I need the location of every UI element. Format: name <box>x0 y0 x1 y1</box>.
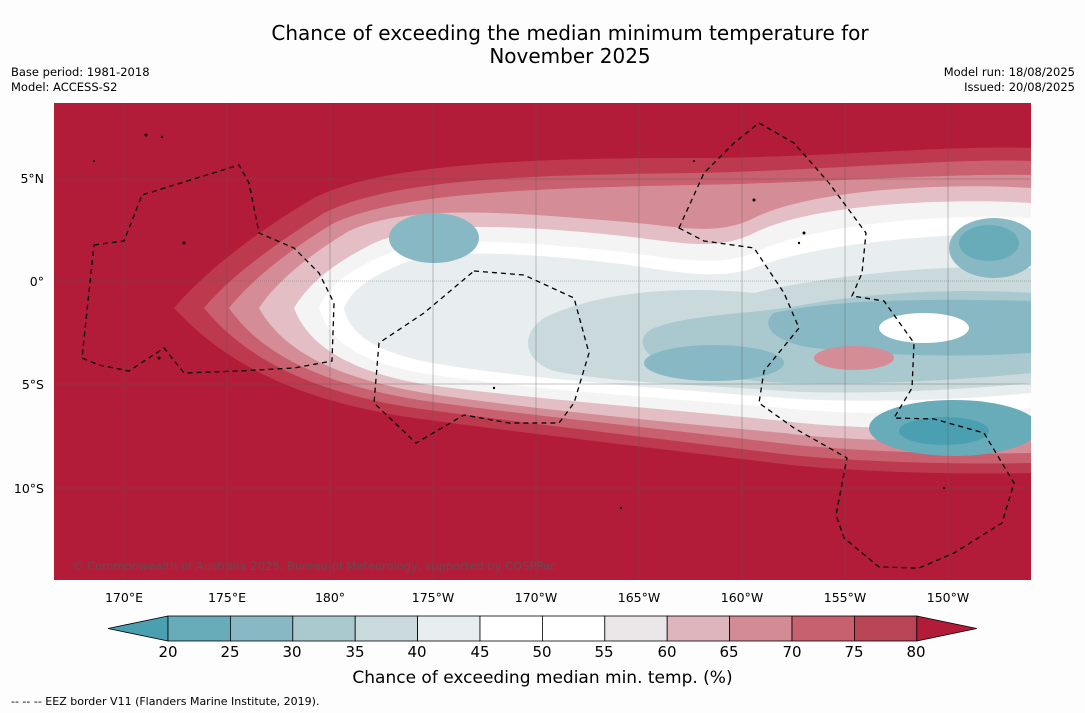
cbar-tick-55: 55 <box>594 643 614 661</box>
lon-label-160w: 160°W <box>720 590 764 605</box>
colorbar-segment <box>354 615 419 642</box>
colorbar-segment <box>604 615 668 642</box>
title-line-1: Chance of exceeding the median minimum t… <box>271 21 869 45</box>
islands <box>93 133 945 510</box>
cbar-tick-35: 35 <box>345 643 365 661</box>
lon-label-180: 180° <box>314 590 346 605</box>
band-central-blue <box>644 345 784 381</box>
colorbar-segment <box>542 615 606 642</box>
colorbar <box>107 615 977 642</box>
issued-date: Issued: 20/08/2025 <box>964 80 1075 94</box>
cbar-tick-65: 65 <box>719 643 739 661</box>
cbar-tick-45: 45 <box>470 643 490 661</box>
colorbar-segment <box>666 615 731 642</box>
colorbar-segment <box>729 615 793 642</box>
cbar-tick-20: 20 <box>158 643 178 661</box>
probability-map: © Commonwealth of Australia 2025, Bureau… <box>54 103 1031 580</box>
cbar-tick-30: 30 <box>282 643 302 661</box>
cbar-tick-60: 60 <box>657 643 677 661</box>
lon-label-175e: 175°E <box>207 590 246 605</box>
cbar-tick-50: 50 <box>532 643 552 661</box>
colorbar-segment <box>417 615 481 642</box>
eez-footnote: -- -- -- EEZ border V11 (Flanders Marine… <box>11 695 320 708</box>
base-period: Base period: 1981-2018 <box>11 65 150 79</box>
colorbar-segment <box>292 615 356 642</box>
lat-label-10s: 10°S <box>13 481 44 496</box>
title-line-2: November 2025 <box>489 44 651 68</box>
cbar-tick-40: 40 <box>407 643 427 661</box>
chart-title: Chance of exceeding the median minimum t… <box>0 22 1085 68</box>
lon-label-170w: 170°W <box>514 590 558 605</box>
lon-label-150w: 150°W <box>926 590 970 605</box>
cbar-tick-25: 25 <box>220 643 240 661</box>
lat-label-0: 0° <box>29 274 44 289</box>
colorbar-segment <box>791 615 855 642</box>
colorbar-segment <box>229 615 294 642</box>
lon-label-170e: 170°E <box>104 590 143 605</box>
eez-borders <box>81 122 1015 569</box>
colorbar-segment <box>854 615 918 642</box>
band-white-spot <box>879 313 969 343</box>
model-name: Model: ACCESS-S2 <box>11 80 118 94</box>
colorbar-title: Chance of exceeding median min. temp. (%… <box>352 668 733 688</box>
cbar-tick-80: 80 <box>906 643 926 661</box>
colorbar-extend-high <box>916 615 977 642</box>
lon-label-165w: 165°W <box>617 590 661 605</box>
colorbar-segment <box>479 615 543 642</box>
lon-label-175w: 175°W <box>411 590 455 605</box>
model-run: Model run: 18/08/2025 <box>943 65 1075 79</box>
lon-label-155w: 155°W <box>823 590 867 605</box>
lat-label-5n: 5°N <box>20 171 44 186</box>
band-20-south <box>899 417 989 445</box>
band-25-east <box>959 225 1019 261</box>
cbar-tick-75: 75 <box>844 643 864 661</box>
cbar-tick-70: 70 <box>782 643 802 661</box>
copyright-text: © Commonwealth of Australia 2025, Bureau… <box>72 559 556 573</box>
meta-left: Base period: 1981-2018 Model: ACCESS-S2 <box>11 65 150 95</box>
colorbar-segment <box>167 615 231 642</box>
lat-label-5s: 5°S <box>21 377 44 392</box>
meta-right: Model run: 18/08/2025 Issued: 20/08/2025 <box>944 65 1075 95</box>
graticule <box>54 103 1031 580</box>
colorbar-extend-low <box>107 615 169 642</box>
band-north-pocket <box>389 213 479 263</box>
band-warm-spot <box>814 346 894 370</box>
